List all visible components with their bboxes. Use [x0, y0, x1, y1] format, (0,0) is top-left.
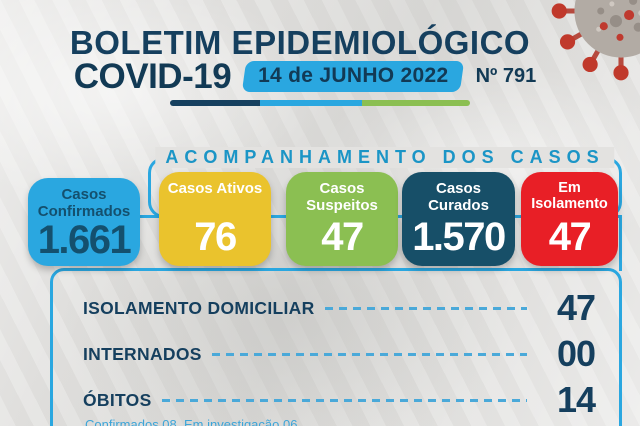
- divider-blue-segment: [260, 100, 362, 106]
- bracket-to-box-link: [619, 215, 622, 271]
- dashed-leader: [324, 306, 527, 310]
- card-label: Casos Confirmados: [37, 186, 131, 220]
- detail-box: ISOLAMENTO DOMICILIAR 47 INTERNADOS 00 Ó…: [50, 268, 622, 426]
- obitos-note: Confirmados 08. Em investigação 06: [85, 417, 298, 426]
- divider-navy-segment: [170, 100, 260, 106]
- section-title: ACOMPANHAMENTO DOS CASOS: [155, 147, 615, 168]
- dashed-leader: [211, 352, 527, 356]
- card-em-isolamento: Em Isolamento 47: [521, 172, 618, 266]
- row-label: ISOLAMENTO DOMICILIAR: [83, 297, 315, 318]
- card-casos-suspeitos: Casos Suspeitos 47: [286, 172, 398, 266]
- card-label: Casos Ativos: [167, 180, 263, 197]
- bulletin-subheader: COVID-19 14 de JUNHO 2022 Nº 791: [0, 59, 610, 94]
- card-casos-curados: Casos Curados 1.570: [402, 172, 515, 266]
- card-label: Em Isolamento: [531, 180, 608, 212]
- card-casos-ativos: Casos Ativos 76: [159, 172, 271, 266]
- coronavirus-icon: [551, 0, 640, 81]
- row-obitos: ÓBITOS 14: [83, 379, 596, 420]
- card-label: Casos Curados: [428, 180, 489, 214]
- row-label: ÓBITOS: [83, 389, 152, 410]
- row-internados: INTERNADOS 00: [83, 333, 596, 374]
- row-value: 47: [556, 287, 596, 328]
- card-value: 76: [194, 215, 237, 259]
- row-isolamento-domiciliar: ISOLAMENTO DOMICILIAR 47: [83, 287, 596, 328]
- card-value: 1.570: [412, 215, 506, 259]
- card-label: Casos Suspeitos: [306, 180, 378, 214]
- card-value: 47: [321, 215, 364, 259]
- covid19-label: COVID-19: [73, 57, 232, 96]
- dashed-leader: [161, 398, 527, 402]
- row-label: INTERNADOS: [83, 343, 202, 364]
- row-value: 14: [556, 379, 596, 420]
- bulletin-title: BOLETIM EPIDEMIOLÓGICO: [69, 24, 531, 61]
- edition-number: Nº 791: [475, 65, 537, 87]
- row-value: 00: [556, 333, 596, 374]
- date-text: 14 de JUNHO 2022: [258, 64, 449, 87]
- card-casos-confirmados: Casos Confirmados 1.661: [28, 178, 140, 266]
- divider-green-segment: [362, 100, 470, 106]
- card-value: 47: [548, 215, 592, 259]
- tricolor-divider: [170, 100, 470, 106]
- card-value: 1.661: [37, 218, 132, 262]
- date-badge: 14 de JUNHO 2022: [241, 61, 465, 92]
